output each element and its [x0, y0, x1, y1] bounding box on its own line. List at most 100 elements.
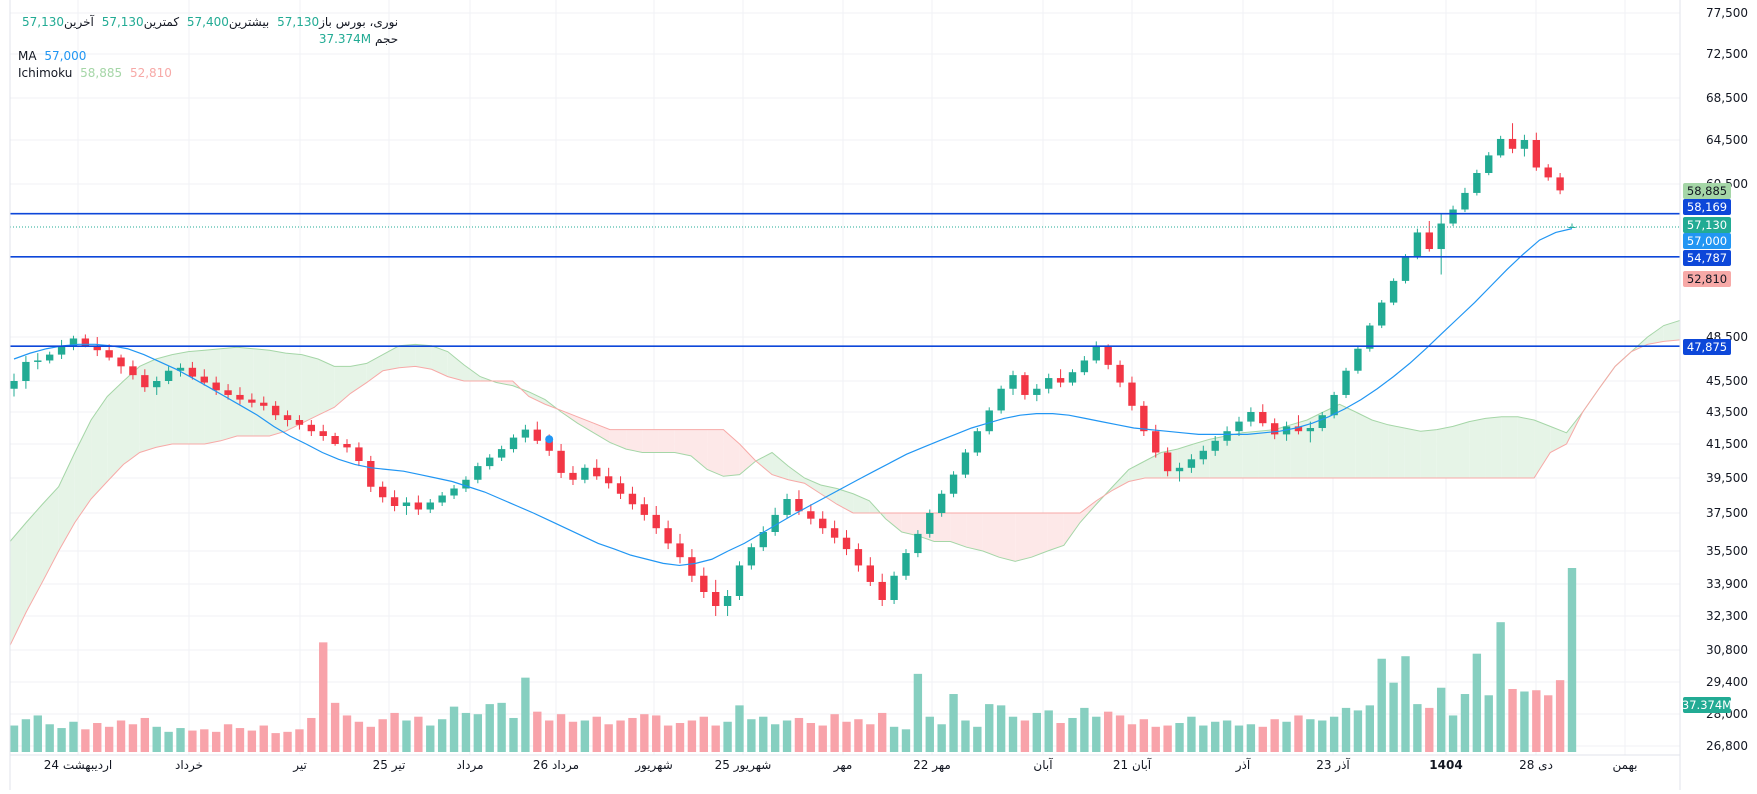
volume-bar — [247, 730, 257, 752]
ichimoku-label[interactable]: Ichimoku — [18, 66, 73, 80]
cloud-segment — [1501, 416, 1518, 478]
x-tick-label: 25 شهریور — [715, 758, 772, 773]
candle — [557, 444, 565, 478]
candle — [367, 455, 375, 492]
candle — [1116, 360, 1124, 388]
volume-bar — [1353, 710, 1363, 752]
candle-body — [236, 394, 244, 400]
close-label: آخرین — [64, 15, 94, 29]
candle-body — [1223, 431, 1231, 441]
volume-bar — [57, 728, 66, 752]
volume-bar — [1163, 725, 1172, 752]
price-tag-label: 37.374M — [1682, 698, 1732, 712]
volume-bar — [33, 715, 42, 752]
ma-value: 57,000 — [44, 49, 87, 63]
cloud-segment — [1663, 320, 1680, 342]
cloud-segment — [707, 429, 724, 477]
cloud-segment — [1242, 431, 1259, 478]
candle — [105, 344, 113, 361]
cloud-segment — [853, 493, 870, 513]
volume-label[interactable]: حجم — [374, 32, 399, 46]
volume-bar — [223, 724, 233, 752]
volume-row: حجم 37.374M — [18, 31, 398, 48]
cloud-segment — [139, 359, 156, 453]
cloud-segment — [1534, 420, 1551, 478]
candle — [1163, 447, 1172, 477]
volume-bar — [271, 733, 280, 752]
candle — [926, 509, 934, 538]
volume-bar — [1282, 721, 1291, 752]
candle-body — [164, 370, 173, 381]
candle — [1080, 356, 1089, 376]
volume-bar — [21, 719, 31, 752]
price-tag-label: 52,810 — [1687, 272, 1727, 286]
candle-body — [961, 452, 970, 475]
cloud-segment — [107, 381, 124, 482]
horizontal-lines[interactable] — [10, 212, 1680, 347]
cloud-segment — [236, 347, 254, 436]
volume-bar — [188, 730, 197, 752]
volume-bar — [1460, 694, 1470, 752]
volume-bar — [901, 729, 911, 752]
cloud-segment — [155, 354, 173, 448]
candle — [1449, 205, 1457, 227]
cloud-segment — [934, 513, 951, 542]
candle — [937, 490, 946, 517]
candle — [1461, 187, 1469, 213]
volume-bar — [794, 717, 804, 752]
candle — [141, 369, 149, 392]
price-tag-last: 57,130 — [1683, 217, 1731, 233]
time-axis[interactable]: 24 اردیبهشت خرداد تیر 25 تیر مرداد 26 مرداد شه… — [44, 757, 1638, 773]
volume-value: 37.374M — [318, 32, 372, 46]
candle — [1270, 418, 1279, 440]
volume-bar — [973, 726, 982, 752]
price-tag-bg — [1683, 271, 1731, 287]
candle — [854, 543, 863, 572]
y-tick-label: 37,500 — [1706, 506, 1748, 520]
candle — [807, 504, 815, 525]
volume-bar — [342, 715, 352, 752]
volume-bar — [152, 726, 161, 752]
candle-body — [1508, 138, 1517, 149]
price-tag-bg — [1683, 697, 1731, 713]
volume-bar — [200, 729, 209, 752]
volume-bar — [1294, 715, 1303, 752]
candle-body — [640, 504, 649, 515]
high-value: 57,400 — [186, 15, 229, 29]
candle — [1104, 344, 1112, 370]
candle — [260, 396, 268, 411]
candle — [688, 549, 696, 582]
volume-bar — [1068, 717, 1077, 752]
candle — [783, 493, 791, 519]
candle — [1247, 407, 1255, 427]
ma-label[interactable]: MA — [18, 49, 37, 63]
candle — [1128, 376, 1136, 411]
candle — [735, 561, 744, 600]
candle — [1056, 369, 1065, 388]
candle-body — [450, 488, 458, 496]
candle-body — [248, 399, 256, 403]
y-tick-label: 77,500 — [1706, 6, 1748, 20]
cloud-segment — [609, 429, 627, 450]
candle — [117, 354, 125, 374]
candle — [640, 497, 649, 521]
candle-body — [283, 415, 292, 420]
symbol-name[interactable]: نوری، بورس — [335, 15, 399, 29]
candle-body — [57, 345, 66, 355]
candle-body — [379, 486, 387, 498]
volume-bar — [1234, 725, 1244, 752]
volume-bar — [616, 720, 625, 752]
candle — [509, 434, 518, 453]
cloud-segment — [788, 466, 805, 484]
cloud-segment — [415, 344, 432, 370]
candle — [224, 384, 232, 400]
y-tick-label: 35,500 — [1706, 544, 1748, 558]
candle — [474, 462, 482, 484]
volume-bar — [711, 725, 720, 752]
cloud-segment — [1323, 404, 1340, 478]
volume-bar — [1318, 720, 1327, 752]
price-axis[interactable]: 77,50072,50068,50064,50060,50048,50045,5… — [9, 0, 1748, 790]
candles[interactable] — [10, 123, 1576, 616]
